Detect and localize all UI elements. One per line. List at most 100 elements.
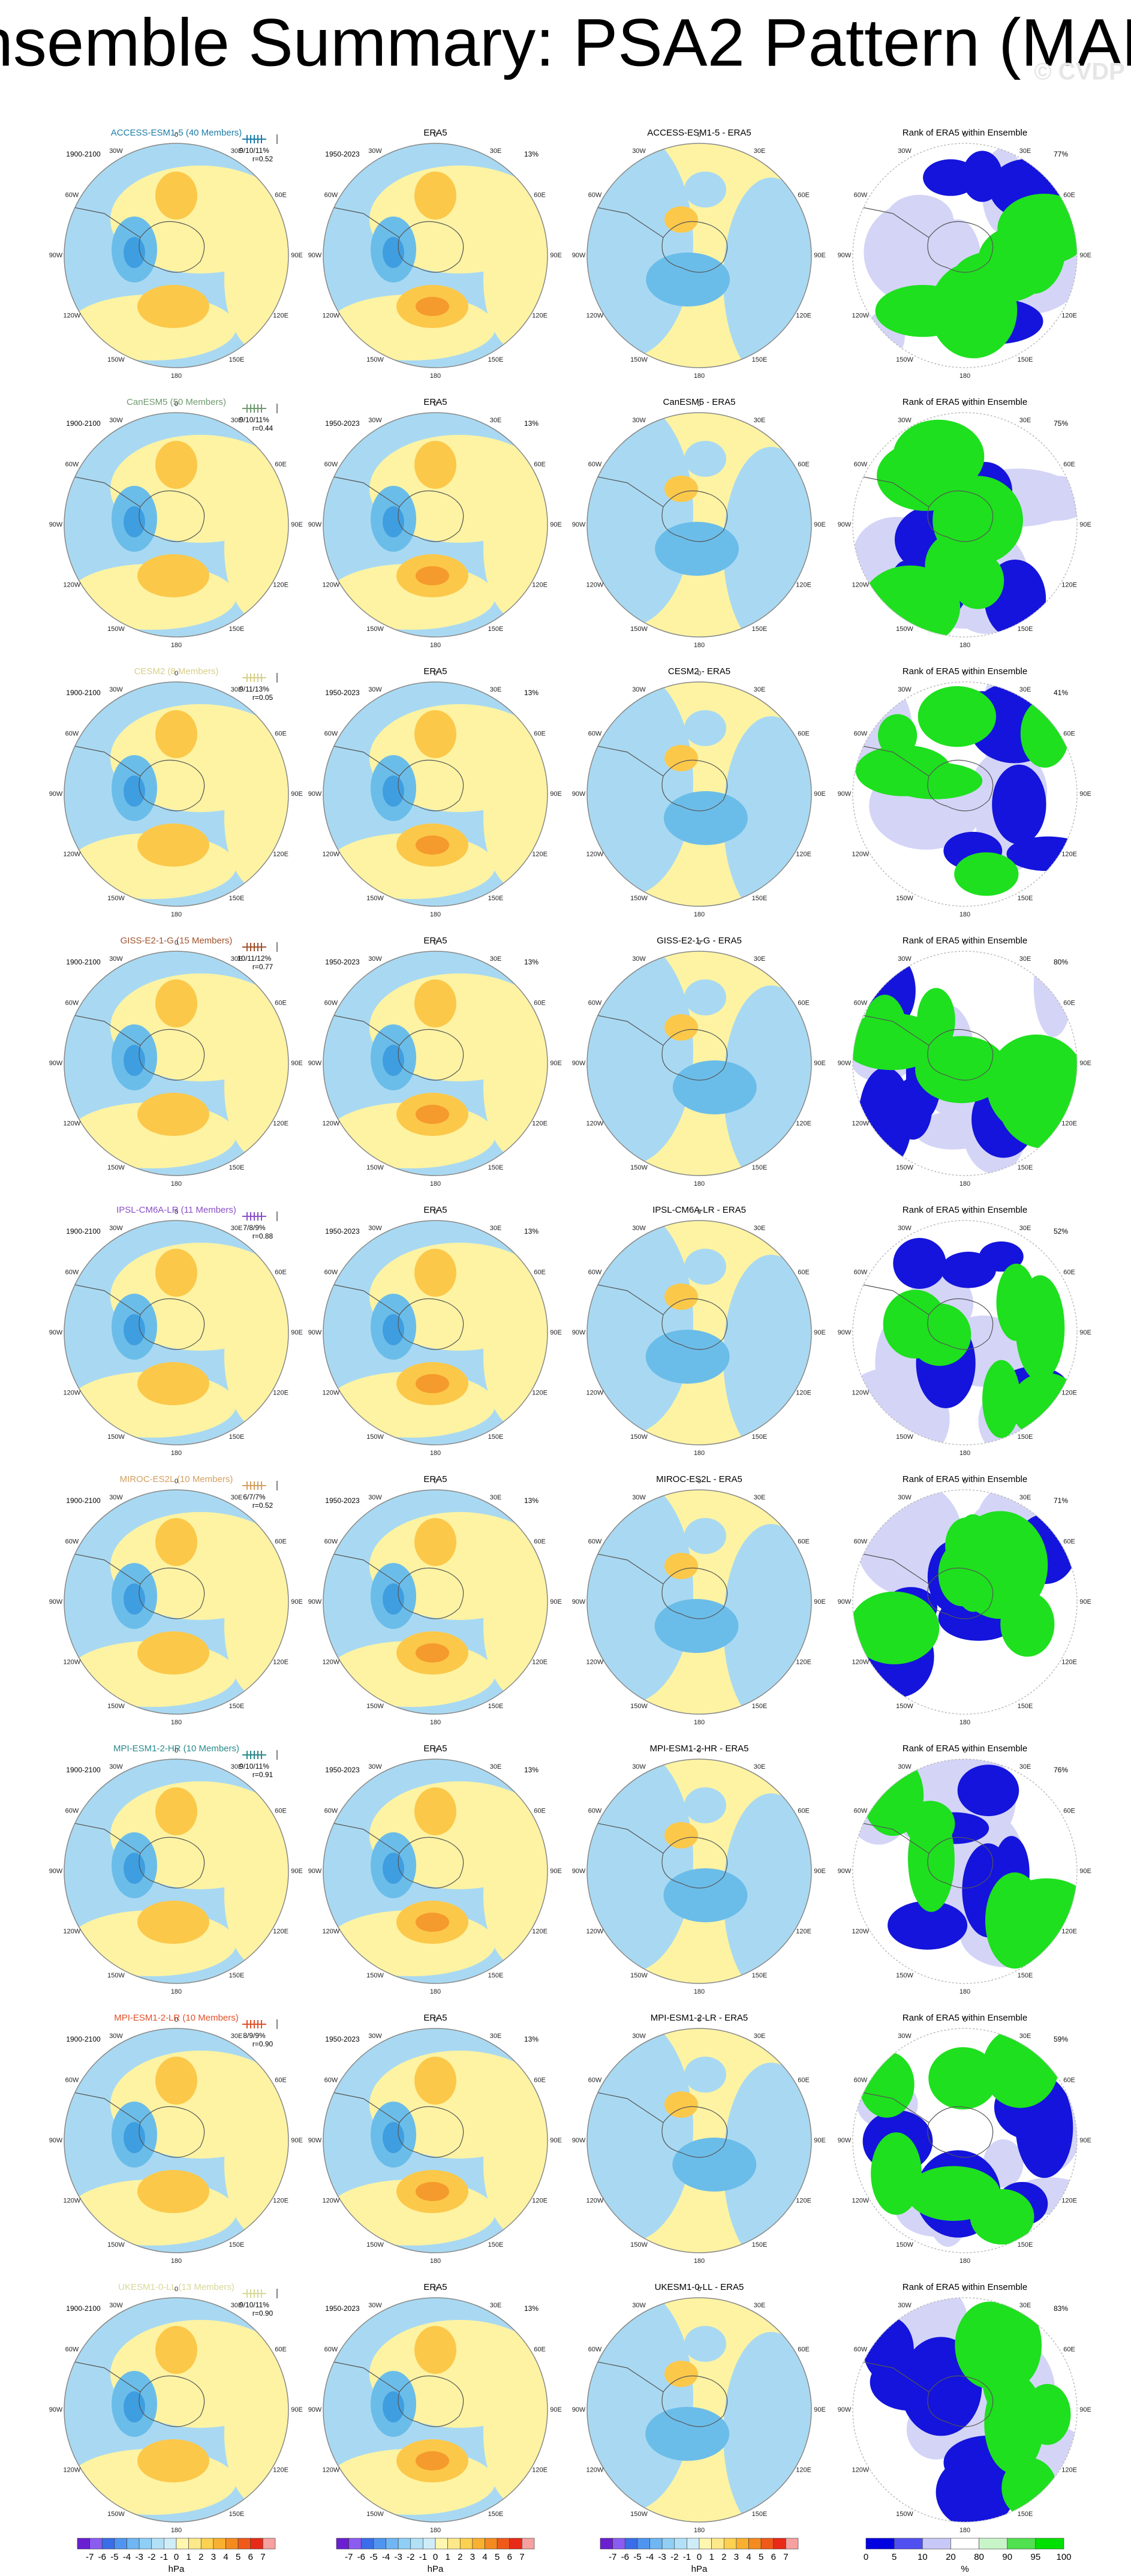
model-name: UKESM1-0-LL (13 Members)	[118, 2282, 234, 2292]
longitude-label: 180	[171, 1719, 182, 1726]
longitude-label: 120E	[273, 312, 288, 319]
coastline	[333, 2361, 464, 2427]
longitude-label: 150E	[1018, 2241, 1033, 2249]
longitude-label: 120E	[796, 1120, 811, 1127]
longitude-label: 180	[171, 372, 182, 380]
obs-title: ERA5	[423, 2282, 447, 2292]
colorbar-swatch	[624, 2538, 638, 2550]
longitude-label: 90W	[308, 1060, 322, 1067]
longitude-label: 90W	[49, 252, 63, 259]
colorbar-swatch	[410, 2538, 423, 2550]
longitude-label: 120E	[1061, 1928, 1077, 1935]
longitude-label: 30W	[898, 1763, 912, 1771]
longitude-label: 90W	[308, 1868, 322, 1875]
pattern-correlation: r=0.05	[252, 693, 273, 702]
map-border	[64, 681, 289, 907]
colorbar-tick-label: 6	[771, 2552, 776, 2562]
longitude-label: 120E	[273, 2197, 288, 2204]
longitude-label: 30W	[368, 2302, 382, 2309]
longitude-label: 90E	[814, 2137, 826, 2144]
longitude-label: 0	[963, 1478, 967, 1485]
map-border	[586, 143, 812, 368]
coastline	[597, 1015, 728, 1081]
longitude-label: 90W	[572, 1598, 586, 1606]
longitude-label: 30W	[109, 1763, 123, 1771]
coastline	[74, 1284, 205, 1350]
longitude-label: 0	[175, 131, 178, 139]
pattern-correlation: r=0.52	[252, 155, 273, 163]
longitude-label: 60E	[798, 1269, 810, 1276]
map-border	[64, 1759, 289, 1984]
longitude-label: 90E	[814, 1329, 826, 1336]
longitude-label: 90E	[1079, 790, 1091, 798]
longitude-label: 0	[434, 1209, 437, 1216]
longitude-label: 90E	[291, 521, 303, 528]
coastline	[862, 2092, 994, 2158]
longitude-label: 90E	[291, 1060, 303, 1067]
longitude-label: 120E	[532, 1120, 548, 1127]
longitude-label: 30W	[109, 955, 123, 963]
obs-title: ERA5	[423, 2013, 447, 2023]
longitude-label: 30W	[632, 2302, 646, 2309]
longitude-label: 90W	[572, 1868, 586, 1875]
longitude-label: 30W	[898, 148, 912, 155]
longitude-label: 120W	[586, 1120, 604, 1127]
longitude-label: 120W	[586, 2466, 604, 2473]
colorbar-tick-label: -3	[658, 2552, 666, 2562]
longitude-label: 150E	[1018, 895, 1033, 902]
longitude-label: 0	[175, 1478, 178, 1485]
map-border	[64, 2297, 289, 2523]
longitude-label: 120E	[796, 1658, 811, 1666]
colorbar-swatch	[459, 2538, 473, 2550]
longitude-label: 90W	[838, 521, 852, 528]
longitude-label: 0	[697, 1478, 701, 1485]
longitude-label: 150W	[366, 2241, 384, 2249]
longitude-label: 180	[694, 372, 705, 380]
longitude-label: 150W	[896, 2511, 913, 2518]
longitude-label: 60W	[324, 1538, 338, 1545]
colorbar-tick-label: 7	[519, 2552, 524, 2562]
longitude-label: 90W	[308, 790, 322, 798]
longitude-label: 180	[959, 642, 970, 649]
longitude-label: 120E	[1061, 312, 1077, 319]
longitude-label: 150W	[896, 895, 913, 902]
longitude-label: 90E	[814, 1598, 826, 1606]
longitude-label: 90W	[49, 1598, 63, 1606]
map-panel	[587, 682, 811, 906]
obs-title: ERA5	[423, 1474, 447, 1484]
coastline	[74, 1553, 205, 1619]
longitude-label: 150W	[107, 1972, 125, 1979]
longitude-label: 90W	[838, 1060, 852, 1067]
longitude-label: 0	[175, 939, 178, 946]
longitude-label: 60W	[65, 2076, 79, 2084]
longitude-label: 60E	[534, 1807, 546, 1814]
longitude-label: 180	[430, 1719, 441, 1726]
longitude-label: 180	[959, 1719, 970, 1726]
colorbar-tick-label: 7	[783, 2552, 788, 2562]
longitude-label: 150W	[107, 2241, 125, 2249]
longitude-label: 60W	[324, 461, 338, 468]
longitude-label: 0	[175, 2016, 178, 2024]
obs-title: ERA5	[423, 128, 447, 138]
longitude-label: 180	[959, 372, 970, 380]
rank-title: Rank of ERA5 within Ensemble	[903, 1474, 1027, 1484]
colorbar-swatch	[447, 2538, 461, 2550]
longitude-label: 30W	[109, 417, 123, 424]
longitude-label: 150W	[896, 2241, 913, 2249]
colorbar-tick-label: -1	[160, 2552, 168, 2562]
colorbar-tick-label: 2	[198, 2552, 203, 2562]
longitude-label: 120E	[1061, 850, 1077, 858]
longitude-label: 150W	[896, 356, 913, 363]
longitude-label: 60W	[324, 730, 338, 737]
longitude-label: 120W	[64, 1928, 81, 1935]
colorbar-swatch	[336, 2538, 349, 2550]
longitude-label: 0	[697, 401, 701, 408]
colorbar-swatch	[250, 2538, 263, 2550]
longitude-label: 60W	[65, 2346, 79, 2353]
map-panel	[64, 1221, 288, 1445]
map-border	[64, 1489, 289, 1715]
rank-title: Rank of ERA5 within Ensemble	[903, 128, 1027, 138]
longitude-label: 180	[959, 911, 970, 918]
longitude-label: 30E	[490, 417, 502, 424]
longitude-label: 120E	[1061, 2197, 1077, 2204]
